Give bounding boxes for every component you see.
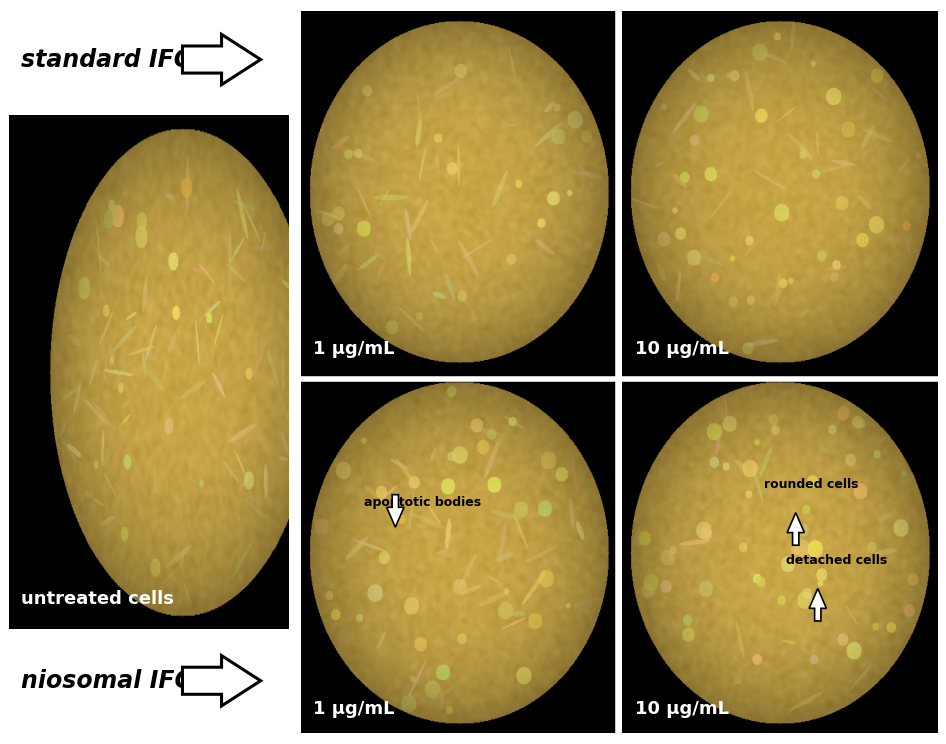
Text: 1 μg/mL: 1 μg/mL bbox=[313, 339, 394, 358]
Text: niosomal IFO: niosomal IFO bbox=[21, 669, 194, 693]
FancyArrow shape bbox=[809, 589, 827, 621]
Text: standard IFO: standard IFO bbox=[21, 48, 194, 71]
Text: detached cells: detached cells bbox=[786, 554, 887, 567]
FancyArrow shape bbox=[183, 655, 261, 706]
FancyArrow shape bbox=[787, 513, 804, 545]
Text: 10 μg/mL: 10 μg/mL bbox=[635, 700, 729, 719]
Text: apoptotic bodies: apoptotic bodies bbox=[364, 496, 481, 509]
Text: untreated cells: untreated cells bbox=[21, 590, 173, 608]
FancyArrow shape bbox=[387, 495, 404, 527]
Text: 1 μg/mL: 1 μg/mL bbox=[313, 700, 394, 719]
FancyArrow shape bbox=[183, 34, 261, 85]
Text: rounded cells: rounded cells bbox=[764, 478, 859, 491]
Text: 10 μg/mL: 10 μg/mL bbox=[635, 339, 729, 358]
